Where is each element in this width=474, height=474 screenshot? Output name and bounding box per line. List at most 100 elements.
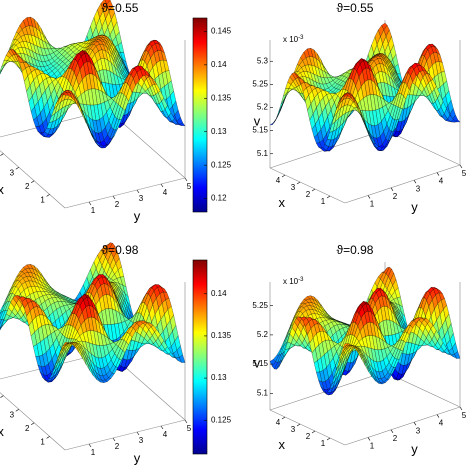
y-tick <box>367 437 371 441</box>
y-tick-label: 2 <box>115 442 120 451</box>
chart-title: ϑ=0.55 <box>102 1 139 15</box>
x-tick <box>326 195 331 199</box>
y-tick-label: 4 <box>439 419 444 428</box>
x-tick <box>0 395 4 398</box>
z-tick-label: 5.25 <box>252 79 268 88</box>
x-axis-label: x <box>0 182 4 197</box>
colorbar-tick-label: 0.13 <box>211 127 227 136</box>
y-tick-label: 5 <box>187 182 192 191</box>
x-tick <box>296 423 301 427</box>
y-tick-label: 3 <box>416 426 421 435</box>
y-tick <box>136 189 140 194</box>
y-axis-label: y <box>134 450 141 465</box>
axis-edge <box>0 392 66 451</box>
y-tick <box>390 187 394 191</box>
chart-title: ϑ=0.98 <box>337 243 374 257</box>
z-tick-label: 5.3 <box>257 56 269 65</box>
x-tick-label: 4 <box>276 176 281 185</box>
colorbar-tick-label: 0.125 <box>211 415 232 424</box>
y-tick-label: 2 <box>393 434 398 443</box>
z-scale: x 10-3 <box>283 277 304 287</box>
x-tick <box>311 188 316 192</box>
y-tick <box>367 195 371 199</box>
y-tick <box>88 443 92 448</box>
colorbar-tick-label: 0.13 <box>211 373 227 382</box>
colorbar <box>192 17 208 213</box>
z-tick-label: 5.15 <box>252 359 268 368</box>
x-tick-label: 2 <box>25 424 30 433</box>
colorbar <box>192 259 208 455</box>
y-axis-label: y <box>134 208 141 223</box>
y-tick <box>413 180 417 184</box>
surface-patch <box>62 91 69 96</box>
axis-edge <box>269 167 346 204</box>
x-tick <box>15 408 19 412</box>
axis-edge <box>269 409 346 446</box>
colorbar-tick-label: 0.135 <box>211 331 232 340</box>
x-tick-label: 3 <box>291 425 296 434</box>
y-tick <box>184 177 188 182</box>
x-tick <box>296 181 301 185</box>
y-tick-label: 1 <box>91 448 96 457</box>
x-tick-label: 2 <box>306 190 311 199</box>
x-tick-label: 4 <box>276 418 281 427</box>
y-tick-label: 5 <box>462 169 467 178</box>
x-tick-label: 3 <box>10 410 15 419</box>
y-tick-label: 4 <box>439 177 444 186</box>
x-tick <box>31 180 35 184</box>
x-tick-label: 1 <box>321 197 326 206</box>
axis-edge <box>0 150 66 209</box>
x-tick-label: 3 <box>291 183 296 192</box>
chart-title: ϑ=0.98 <box>102 243 139 257</box>
y-tick <box>88 201 92 206</box>
surface-patch <box>342 93 349 97</box>
y-tick-label: 1 <box>370 442 375 451</box>
y-tick <box>160 425 164 430</box>
axis-edge <box>64 177 186 209</box>
y-tick-label: 5 <box>187 424 192 433</box>
z-scale-exponent: -3 <box>298 277 304 283</box>
surface-patch <box>278 98 285 112</box>
surface <box>0 0 186 149</box>
x-axis-label: x <box>0 424 4 439</box>
y-tick <box>390 429 394 433</box>
x-tick <box>326 437 331 441</box>
y-tick <box>160 183 164 188</box>
x-tick-label: 1 <box>40 196 45 205</box>
y-axis-label: y <box>411 199 418 214</box>
z-tick-label: 5.1 <box>257 149 269 158</box>
z-tick-label: 5.2 <box>257 103 269 112</box>
x-tick-label: 2 <box>25 182 30 191</box>
y-tick <box>436 414 440 418</box>
z-tick-label: 5.15 <box>252 126 268 135</box>
y-tick <box>459 406 463 411</box>
x-tick-label: 1 <box>40 438 45 447</box>
colorbar-tick-label: 0.145 <box>211 26 232 35</box>
colorbar-tick-label: 0.14 <box>211 289 227 298</box>
x-tick-label: 3 <box>10 168 15 177</box>
colorbar-tick-label: 0.125 <box>211 160 232 169</box>
x-tick <box>31 422 35 426</box>
y-tick-label: 2 <box>115 200 120 209</box>
x-tick-label: 2 <box>306 432 311 441</box>
z-scale-base: x 10 <box>283 277 299 286</box>
y-tick-label: 5 <box>462 411 467 420</box>
colorbar-tick-label: 0.135 <box>211 93 232 102</box>
x-axis-label: x <box>279 195 286 210</box>
z-scale: x 10-3 <box>283 35 304 45</box>
colorbar-tick-label: 0.12 <box>211 194 227 203</box>
x-tick <box>15 166 19 170</box>
y-tick-label: 2 <box>393 192 398 201</box>
x-tick <box>46 436 50 439</box>
x-tick-label: 1 <box>321 439 326 448</box>
y-tick <box>413 422 417 426</box>
axis-edge <box>64 419 186 451</box>
y-tick <box>136 431 140 436</box>
y-tick-label: 4 <box>163 430 168 439</box>
y-tick-label: 3 <box>139 194 144 203</box>
x-tick <box>281 416 286 420</box>
